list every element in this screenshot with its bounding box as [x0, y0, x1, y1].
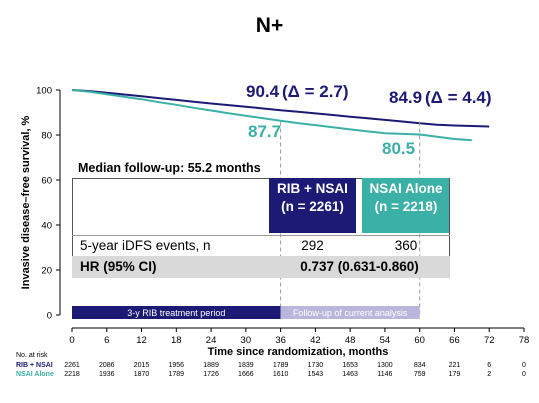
nsai-header-line2: (n = 2218) [374, 199, 438, 214]
nsai-alone-curve [71, 89, 472, 142]
hr-row-label: HR (95% CI) [80, 259, 157, 274]
nsai-36-value: 87.7 [248, 122, 281, 141]
at-risk-rib-value: 0 [522, 362, 526, 369]
axes [59, 90, 524, 329]
x-tick-label: 54 [380, 335, 391, 346]
at-risk-nsai-value: 1146 [377, 371, 393, 378]
nsai-events-value: 360 [394, 238, 418, 253]
x-tick-label: 12 [136, 335, 147, 346]
y-tick-label: 20 [41, 266, 52, 277]
axis-ticks: 0 6 12 18 24 30 36 42 48 54 60 66 72 78 Time since ran… [20, 86, 529, 359]
x-tick-label: 66 [449, 335, 460, 346]
rib-header-line2: (n = 2261) [281, 199, 344, 214]
at-risk-nsai-value: 1789 [168, 371, 185, 378]
x-axis-label: Time since randomization, months [208, 346, 389, 358]
x-tick-label: 30 [241, 335, 252, 346]
at-risk-nsai-value: 1870 [133, 371, 150, 378]
followup-period-bar [280, 306, 420, 319]
rib-header-line1: RIB + NSAI [277, 181, 348, 196]
nsai-header-line1: NSAI Alone [369, 181, 443, 196]
y-tick-label: 80 [41, 131, 52, 142]
at-risk-nsai-value: 1463 [342, 371, 358, 378]
at-risk-rib-value: 1889 [203, 362, 219, 369]
at-risk-rib-value: 2086 [98, 362, 115, 369]
nsai-60-value: 80.5 [382, 139, 415, 158]
rib-36-delta: (Δ = 2.7) [282, 82, 349, 101]
table-left-border [72, 178, 73, 256]
y-tick-label: 0 [47, 311, 52, 322]
chart-title: N+ [255, 14, 284, 37]
followup-period-label: Follow-up of current analysis [293, 308, 408, 318]
hr-row-background [72, 256, 450, 278]
x-tick-label: 36 [275, 335, 286, 346]
x-tick-label: 78 [519, 335, 530, 346]
x-tick-label: 42 [310, 335, 321, 346]
at-risk-rib-value: 1839 [238, 362, 254, 369]
nsai-header: NSAI Alone (n = 2218) [362, 178, 450, 233]
at-risk-rib-value: 2015 [133, 362, 150, 369]
at-risk-nsai-value: 759 [413, 371, 426, 378]
at-risk-nsai-value: 0 [522, 371, 526, 378]
table-row-divider [72, 235, 450, 236]
median-followup-label: Median follow-up: 55.2 months [78, 161, 261, 175]
at-risk-rib-label: RIB + NSAI [16, 362, 53, 369]
at-risk-nsai-value: 1936 [98, 371, 115, 378]
at-risk-nsai-value: 2218 [64, 371, 80, 378]
rib-60-value: 84.9 [389, 88, 422, 107]
inset-table: RIB + NSAI (n = 2261) NSAI Alone (n = 22… [72, 178, 450, 278]
at-risk-nsai-value: 2 [487, 371, 492, 378]
y-tick-label: 40 [41, 221, 52, 232]
table-border-top [72, 178, 450, 179]
x-tick-label: 18 [171, 335, 182, 346]
x-tick-label: 0 [69, 335, 74, 346]
x-tick-label: 60 [414, 335, 425, 346]
at-risk-rib-value: 1956 [168, 362, 185, 369]
treatment-period-label: 3-y RIB treatment period [127, 308, 225, 318]
rib-60-delta: (Δ = 4.4) [425, 88, 492, 107]
annotations: 3-y RIB treatment period Follow-up of cur… [72, 82, 492, 319]
at-risk-rib-value: 221 [448, 362, 461, 369]
at-risk-rib-value: 6 [487, 362, 492, 369]
at-risk-rib-value: 1730 [307, 362, 324, 369]
y-tick-label: 60 [41, 176, 52, 187]
y-tick-label: 100 [36, 86, 52, 97]
at-risk-nsai-value: 1543 [307, 371, 324, 378]
y-axis-label: Invasive disease–free survival, % [20, 115, 32, 289]
at-risk-nsai-value: 1610 [272, 371, 289, 378]
hr-row-value: 0.737 (0.631-0.860) [300, 259, 419, 274]
at-risk-rib-value: 834 [413, 362, 426, 369]
at-risk-nsai-label: NSAI Alone [16, 371, 54, 378]
treatment-period-bar [72, 306, 281, 319]
events-row-label: 5-year iDFS events, n [80, 238, 211, 253]
at-risk-nsai-value: 179 [448, 371, 461, 378]
at-risk-rib-value: 1300 [377, 362, 393, 369]
at-risk-rib-value: 1653 [342, 362, 358, 369]
rib-36-value: 90.4 [246, 82, 280, 101]
x-tick-label: 72 [484, 335, 495, 346]
x-tick-label: 6 [104, 335, 109, 346]
at-risk-nsai-value: 1726 [203, 371, 219, 378]
at-risk-rib-value: 1789 [272, 362, 289, 369]
rib-events-value: 292 [301, 238, 324, 253]
at-risk-title: No. at risk [16, 352, 48, 359]
at-risk-nsai-value: 1666 [238, 371, 254, 378]
x-tick-label: 48 [345, 335, 356, 346]
x-tick-label: 24 [206, 335, 217, 346]
at-risk-rib-value: 2261 [64, 362, 80, 369]
table-right-border [449, 178, 450, 256]
rib-header: RIB + NSAI (n = 2261) [269, 178, 356, 233]
